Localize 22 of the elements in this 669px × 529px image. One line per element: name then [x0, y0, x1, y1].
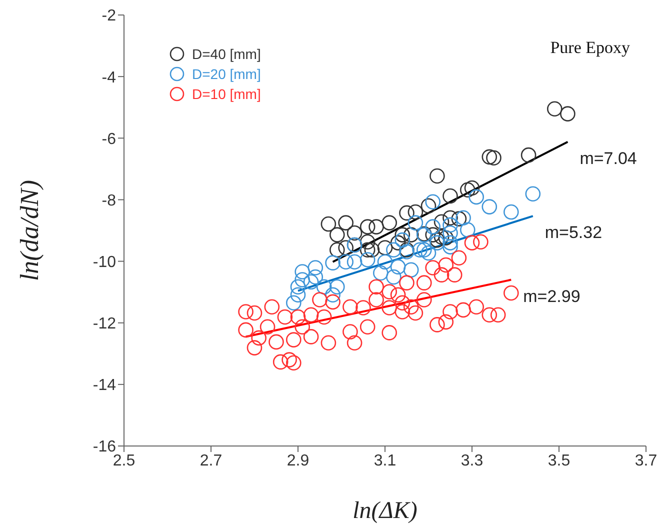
x-axis-title: ln(ΔK) [352, 498, 418, 524]
x-tick-label: 3.3 [460, 452, 484, 470]
y-tick-label: -6 [102, 130, 116, 148]
x-tick-label: 3.5 [548, 452, 570, 470]
legend-label: D=20 [mm] [192, 66, 261, 82]
y-tick-label: -2 [102, 8, 116, 25]
annotation: m=2.99 [523, 286, 580, 306]
x-tick-label: 3.1 [374, 452, 396, 470]
x-tick-label: 2.9 [286, 452, 310, 470]
text: Pure Epoxy [550, 38, 630, 58]
y-tick-label: -14 [92, 377, 116, 394]
legend-label: D=40 [mm] [192, 46, 261, 62]
legend-label: D=10 [mm] [192, 86, 261, 102]
annotation: m=7.04 [580, 148, 637, 168]
y-axis-title: ln(da/dN) [15, 180, 44, 282]
x-tick-label: 3.7 [634, 452, 658, 470]
y-tick-label: -10 [92, 254, 116, 271]
y-tick-label: -12 [92, 316, 116, 333]
x-tick-label: 2.7 [200, 452, 222, 470]
y-tick-label: -8 [102, 192, 116, 210]
annotation: m=5.32 [544, 223, 602, 242]
y-tick-label: -4 [102, 69, 116, 86]
